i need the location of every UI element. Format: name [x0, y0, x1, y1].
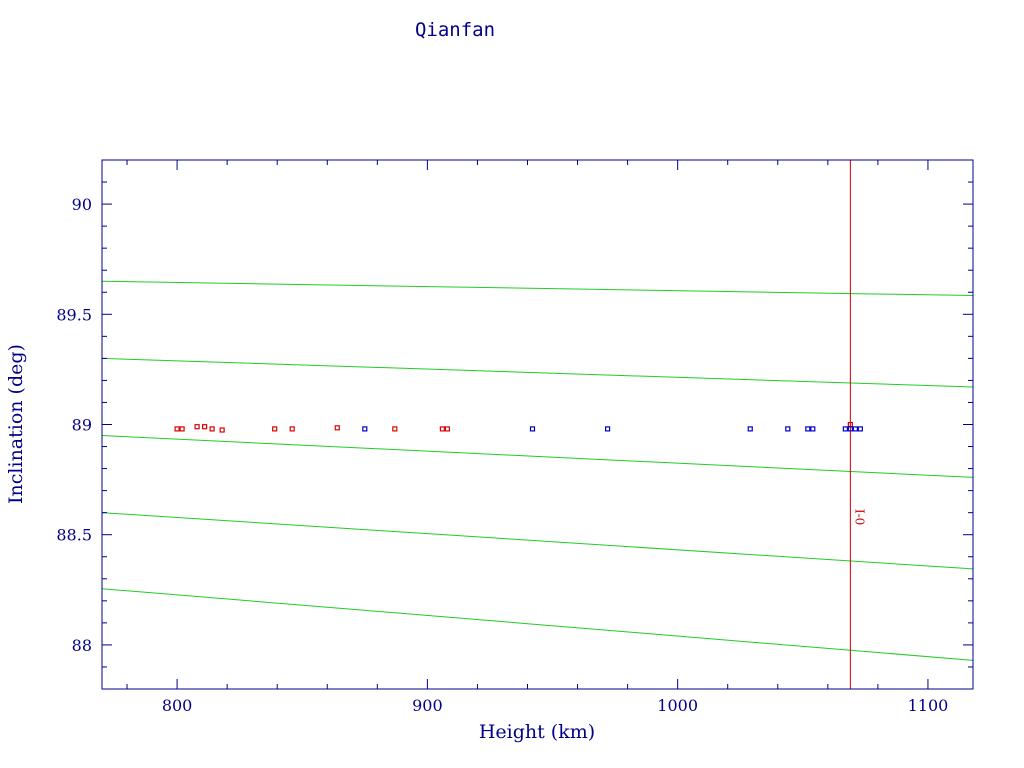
- data-point-s2-4: [747, 426, 753, 432]
- plot-frame: [101, 159, 974, 690]
- data-point-s2-8: [842, 426, 848, 432]
- y-axis-label: Inclination (deg): [5, 344, 27, 504]
- y-tick-label: 89.5: [56, 305, 92, 324]
- reference-curve-4: [101, 512, 974, 570]
- x-tick-label: 900: [412, 696, 443, 715]
- y-tick-label: 88: [72, 636, 92, 655]
- data-point-s1-6: [219, 427, 225, 433]
- y-tick-label: 88.5: [56, 526, 92, 545]
- data-point-s2-2: [529, 426, 536, 432]
- x-tick-label: 1000: [657, 696, 698, 715]
- data-point-s2-5: [785, 426, 791, 432]
- data-point-s2-11: [857, 426, 863, 432]
- data-point-s1-8: [289, 426, 295, 432]
- x-tick-label: 800: [162, 696, 193, 715]
- data-point-s2-9: [847, 426, 853, 432]
- reference-curve-5: [101, 588, 974, 661]
- data-point-s2-3: [604, 426, 611, 432]
- data-point-s1-12: [444, 426, 450, 432]
- x-tick-label: 1100: [908, 696, 949, 715]
- axis-ticks: [102, 159, 973, 690]
- x-tick-labels: 800 900 1000 1100: [162, 696, 948, 715]
- vertical-marker-label: I-0: [852, 509, 866, 525]
- data-points: [174, 421, 863, 433]
- chart-title: Qianfan: [415, 19, 495, 41]
- data-point-s1-10: [392, 426, 398, 432]
- data-point-s1-7: [272, 426, 278, 432]
- data-point-s1-2: [179, 426, 185, 432]
- x-axis-label: Height (km): [479, 721, 595, 743]
- data-point-s1-1: [174, 426, 180, 432]
- data-point-s1-4: [202, 424, 208, 430]
- data-point-s1-5: [209, 426, 215, 432]
- reference-curves: [101, 280, 974, 661]
- data-point-s2-7: [810, 426, 816, 432]
- reference-curve-1: [101, 280, 974, 297]
- data-point-s2-1: [362, 426, 368, 432]
- y-tick-label: 90: [72, 195, 92, 214]
- y-tick-label: 89: [72, 416, 92, 435]
- reference-curve-3: [101, 435, 974, 478]
- data-point-s1-3: [194, 424, 200, 430]
- data-point-s1-11: [439, 426, 445, 432]
- y-tick-labels: 88 88.5 89 89.5 90: [56, 195, 92, 655]
- data-point-s2-10: [852, 426, 858, 432]
- data-point-s1-9: [334, 425, 340, 431]
- reference-curve-2: [101, 357, 974, 388]
- data-point-s2-6: [805, 426, 811, 432]
